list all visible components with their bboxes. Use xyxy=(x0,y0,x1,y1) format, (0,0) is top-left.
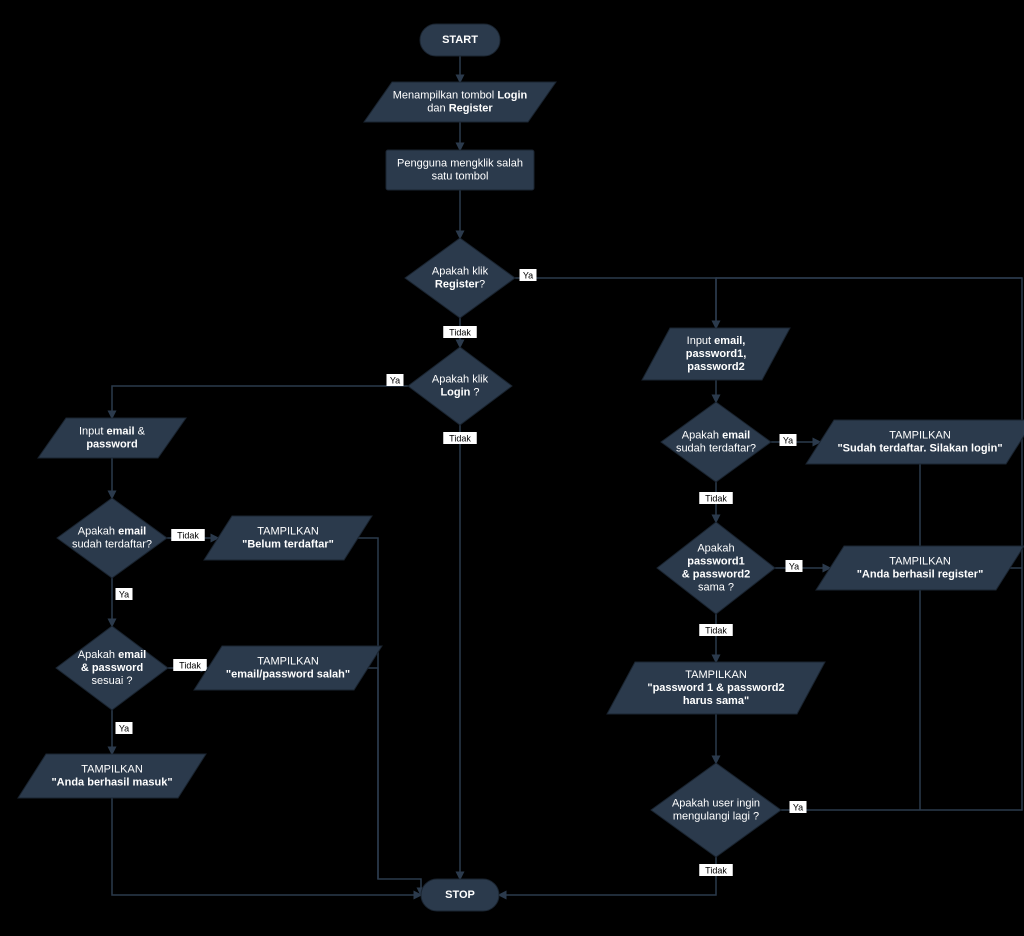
node-text-line: sama ? xyxy=(698,581,734,593)
node-text-line: & password2 xyxy=(682,568,750,580)
node-show_already_reg: TAMPILKAN"Sudah terdaftar. Silakan login… xyxy=(806,420,1024,464)
node-text-line: TAMPILKAN xyxy=(889,429,951,441)
node-text-line: password1, xyxy=(686,348,747,360)
node-text-line: sudah terdaftar? xyxy=(676,442,756,454)
edge xyxy=(515,278,716,328)
node-show_wrong: TAMPILKAN"email/password salah" xyxy=(194,646,382,690)
node-text-line: Input email, xyxy=(687,335,746,347)
nodes-layer: START Menampilkan tombol Logindan Registe… xyxy=(18,24,1024,911)
flowchart-canvas: Tidak Ya Ya Tidak Tidak Ya Tidak Ya Ya Tidak Ya Tid… xyxy=(0,0,1024,936)
node-show_pw_must_match: TAMPILKAN"password 1 & password2harus sa… xyxy=(607,662,825,714)
node-text-line: TAMPILKAN xyxy=(257,655,319,667)
node-show_buttons: Menampilkan tombol Logindan Register xyxy=(364,82,556,122)
edge-label: Ya xyxy=(793,802,803,812)
node-text-line: Pengguna mengklik salah xyxy=(397,157,523,169)
node-is_creds_ok: Apakah email& passwordsesuai ? xyxy=(56,626,168,710)
node-text-line: Apakah user ingin xyxy=(672,797,760,809)
node-text-line: "Anda berhasil masuk" xyxy=(51,776,172,788)
node-text-line: Apakah xyxy=(697,542,734,554)
edge-label: Ya xyxy=(783,435,793,445)
node-is_register: Apakah klikRegister? xyxy=(405,238,515,318)
node-text-line: password xyxy=(86,438,137,450)
node-text-line: password2 xyxy=(687,361,744,373)
node-input_login: Input email & password xyxy=(38,418,186,458)
node-text-line: sesuai ? xyxy=(92,675,133,687)
node-text-line: Menampilkan tombol Login xyxy=(393,89,528,101)
edge xyxy=(499,857,716,895)
node-text-line: mengulangi lagi ? xyxy=(673,810,759,822)
edge-label: Ya xyxy=(523,270,533,280)
node-start: START xyxy=(420,24,500,56)
node-text-line: TAMPILKAN xyxy=(257,525,319,537)
node-text-line: Apakah klik xyxy=(432,373,489,385)
edge-label: Tidak xyxy=(177,530,199,540)
node-is_login: Apakah klikLogin ? xyxy=(408,347,512,425)
edge xyxy=(716,278,1022,328)
node-stop: STOP xyxy=(421,879,499,911)
edge xyxy=(368,668,378,879)
edge-label: Tidak xyxy=(179,660,201,670)
node-user_retry: Apakah user inginmengulangi lagi ? xyxy=(651,763,781,857)
edge-label: Ya xyxy=(789,561,799,571)
node-text-line: "Anda berhasil register" xyxy=(857,568,984,580)
node-text-line: satu tombol xyxy=(432,170,489,182)
edge xyxy=(112,386,408,418)
node-show_success_login: TAMPILKAN"Anda berhasil masuk" xyxy=(18,754,206,798)
node-is_email_reg: Apakah emailsudah terdaftar? xyxy=(661,402,771,482)
node-text-line: Login ? xyxy=(440,386,479,398)
node-show_not_reg: TAMPILKAN"Belum terdaftar" xyxy=(204,516,372,560)
node-text-line: password1 xyxy=(687,555,744,567)
node-text-line: Apakah klik xyxy=(432,265,489,277)
node-text-line: "password 1 & password2 xyxy=(647,682,784,694)
node-text-line: Apakah email xyxy=(78,525,147,537)
node-pw_match: Apakahpassword1& password2sama ? xyxy=(657,522,775,614)
node-text-line: START xyxy=(442,34,478,46)
node-text-line: "Sudah terdaftar. Silakan login" xyxy=(837,442,1002,454)
edge-label: Tidak xyxy=(705,865,727,875)
node-show_reg_ok: TAMPILKAN"Anda berhasil register" xyxy=(816,546,1024,590)
node-text-line: TAMPILKAN xyxy=(889,555,951,567)
node-text-line: sudah terdaftar? xyxy=(72,538,152,550)
node-text-line: STOP xyxy=(445,889,475,901)
node-text-line: Register? xyxy=(435,278,485,290)
edge-label: Tidak xyxy=(705,493,727,503)
edges-layer: Tidak Ya Ya Tidak Tidak Ya Tidak Ya Ya Tidak Ya Tid… xyxy=(112,56,1022,895)
node-text-line: TAMPILKAN xyxy=(685,669,747,681)
node-text-line: Input email & xyxy=(79,425,146,437)
node-text-line: "Belum terdaftar" xyxy=(242,538,334,550)
edge-label: Ya xyxy=(119,723,129,733)
node-is_email_reg_login: Apakah emailsudah terdaftar? xyxy=(57,498,167,578)
node-text-line: "email/password salah" xyxy=(226,668,350,680)
edge-label: Ya xyxy=(119,589,129,599)
edge-label: Tidak xyxy=(705,625,727,635)
node-text-line: harus sama" xyxy=(683,695,749,707)
edge xyxy=(358,538,421,895)
node-text-line: & password xyxy=(81,662,143,674)
node-text-line: dan Register xyxy=(427,102,493,114)
node-text-line: TAMPILKAN xyxy=(81,763,143,775)
node-text-line: Apakah email xyxy=(682,429,751,441)
node-text-line: Apakah email xyxy=(78,649,147,661)
edge xyxy=(112,798,421,895)
node-input_reg: Input email,password1,password2 xyxy=(642,328,790,380)
edge-label: Tidak xyxy=(449,433,471,443)
node-user_click: Pengguna mengklik salahsatu tombol xyxy=(386,150,534,190)
edge-label: Ya xyxy=(390,375,400,385)
edge-label: Tidak xyxy=(449,327,471,337)
